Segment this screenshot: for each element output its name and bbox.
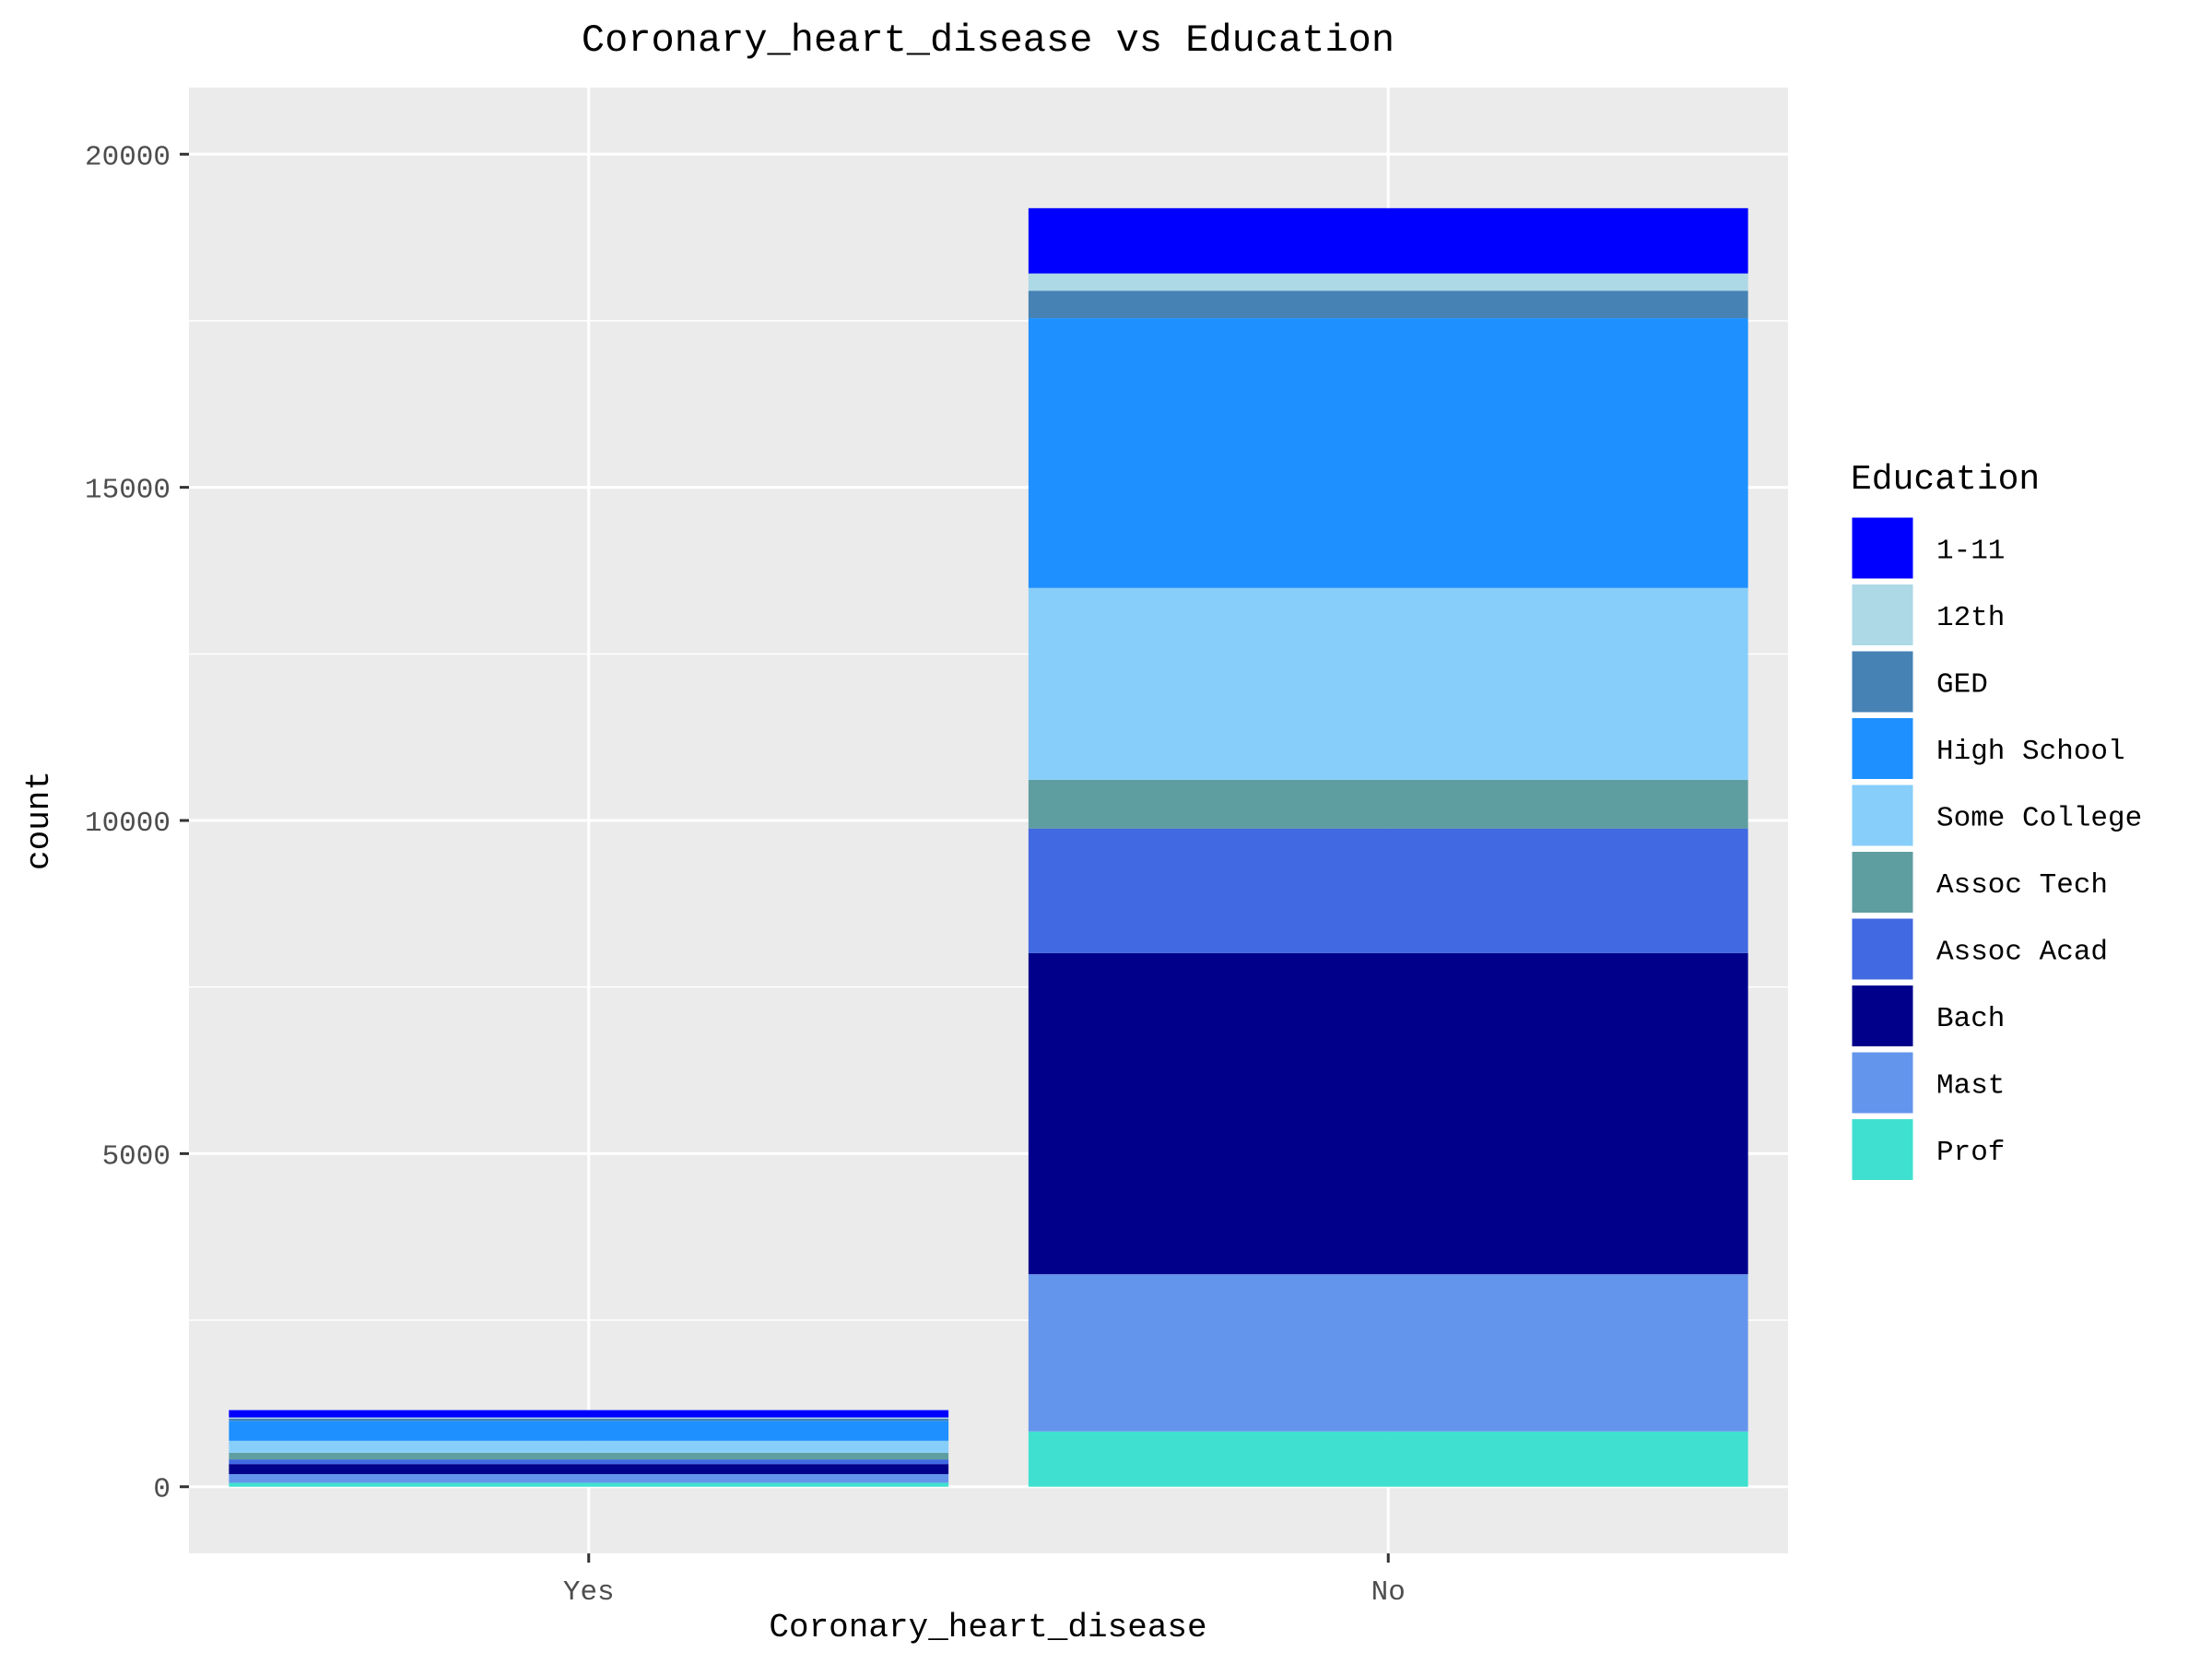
legend-key-high-school [1849, 715, 1916, 782]
bar-segment-yes-bach [229, 1464, 949, 1474]
x-axis-title: Coronary_heart_disease [769, 1609, 1206, 1646]
legend-key-bach [1849, 983, 1916, 1049]
bar-segment-yes-prof [229, 1482, 949, 1487]
bar-segment-no-bach [1028, 952, 1748, 1275]
legend-key-1-11 [1849, 514, 1916, 582]
x-axis: Yes No [563, 1553, 1406, 1609]
bar-segment-no-mast [1028, 1274, 1748, 1432]
legend-label-mast: Mast [1936, 1070, 2005, 1103]
legend-key-12th [1849, 582, 1916, 648]
legend-label-assoc-tech: Assoc Tech [1936, 869, 2108, 902]
bar-segment-no-assoc-acad [1028, 828, 1748, 953]
legend-label-12th: 12th [1936, 602, 2005, 634]
legend-label-high-school: High School [1936, 736, 2125, 768]
legend-items: 1-11 12th GED High School Some College Assoc … [1849, 514, 2142, 1183]
y-tick-label: 0 [153, 1474, 171, 1506]
bar-segment-yes-assoc-acad [229, 1459, 949, 1465]
legend-key-some-college [1849, 782, 1916, 849]
y-tick-label: 15000 [85, 475, 171, 507]
bar-segment-no-high-school [1028, 318, 1748, 588]
bar-segment-yes-mast [229, 1473, 949, 1483]
bar-segment-no-12th [1028, 273, 1748, 291]
legend-label-bach: Bach [1936, 1003, 2005, 1035]
legend: Education 1-11 12th GED High School Some Col… [1849, 460, 2142, 1183]
bar-segment-no-prof [1028, 1431, 1748, 1487]
x-tick-label: No [1371, 1576, 1406, 1609]
x-tick-label: Yes [563, 1576, 615, 1609]
bar-segment-yes-high-school [229, 1421, 949, 1441]
legend-key-ged [1849, 648, 1916, 715]
chart-title: Coronary_heart_disease vs Education [582, 18, 1394, 63]
y-axis-title: count [20, 771, 58, 870]
legend-label-1-11: 1-11 [1936, 536, 2005, 568]
legend-key-assoc-tech [1849, 849, 1916, 915]
bar-segment-no-ged [1028, 290, 1748, 319]
bar-segment-yes-assoc-tech [229, 1452, 949, 1460]
legend-label-prof: Prof [1936, 1137, 2005, 1169]
legend-key-assoc-acad [1849, 915, 1916, 983]
legend-label-some-college: Some College [1936, 803, 2142, 835]
legend-label-ged: GED [1936, 669, 1988, 702]
y-axis: 0 5000 10000 15000 20000 [85, 141, 189, 1506]
bar-segment-yes-some-college [229, 1440, 949, 1453]
bar-segment-yes-12th [229, 1417, 949, 1420]
bar-segment-no-some-college [1028, 587, 1748, 780]
legend-key-mast [1849, 1049, 1916, 1116]
bar-segment-no-assoc-tech [1028, 779, 1748, 829]
bar-segment-no-1-11 [1028, 207, 1748, 274]
bar-stacks [229, 207, 1748, 1487]
bar-segment-yes-ged [229, 1419, 949, 1422]
y-tick-label: 20000 [85, 141, 171, 173]
y-tick-label: 5000 [102, 1140, 171, 1173]
y-tick-label: 10000 [85, 808, 171, 840]
legend-key-prof [1849, 1116, 1916, 1183]
legend-title: Education [1851, 460, 2040, 500]
bar-segment-yes-1-11 [229, 1410, 949, 1418]
legend-label-assoc-acad: Assoc Acad [1936, 937, 2108, 969]
